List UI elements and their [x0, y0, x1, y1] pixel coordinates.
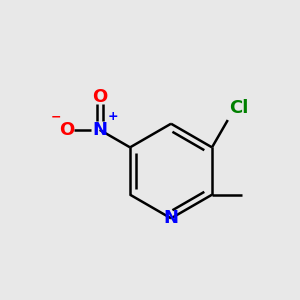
- Text: O: O: [92, 88, 107, 106]
- Text: N: N: [164, 209, 178, 227]
- Text: N: N: [92, 121, 107, 139]
- Text: Cl: Cl: [229, 99, 248, 117]
- Text: −: −: [51, 110, 61, 124]
- Text: +: +: [107, 110, 118, 123]
- Text: O: O: [59, 121, 74, 139]
